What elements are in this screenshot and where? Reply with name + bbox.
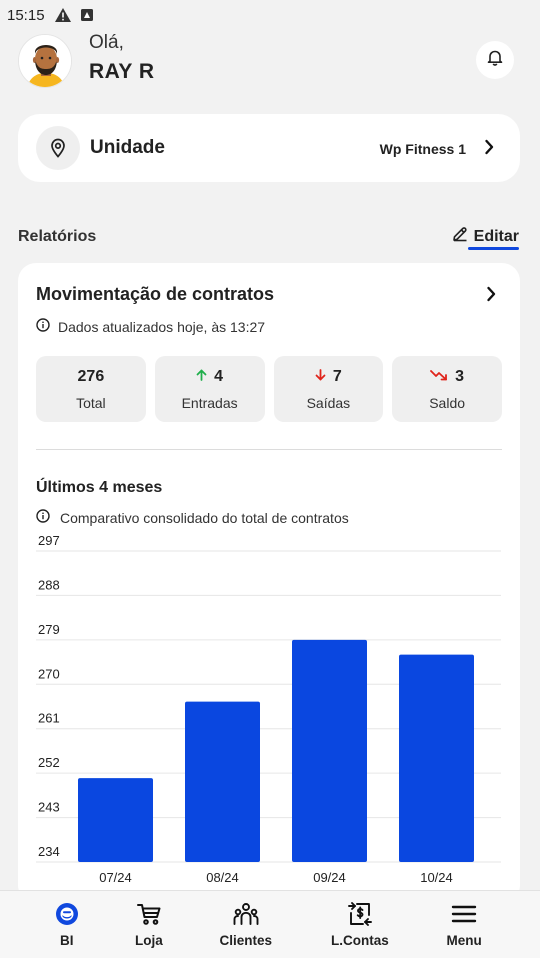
arrow-down-icon <box>315 368 326 386</box>
nav-label: Loja <box>135 933 163 948</box>
stat-label: Entradas <box>181 395 238 411</box>
status-bar: 15:15 <box>0 0 540 30</box>
stat-saldo: 3 Saldo <box>392 356 502 422</box>
info-icon <box>36 509 50 526</box>
months-info-text: Comparativo consolidado do total de cont… <box>60 509 349 526</box>
months-title: Últimos 4 meses <box>36 479 163 496</box>
nav-item-bi[interactable]: BI <box>42 891 92 958</box>
stat-value: 276 <box>77 368 105 385</box>
status-time: 15:15 <box>7 6 45 24</box>
bar-08-24[interactable] <box>185 701 260 862</box>
months-info: Comparativo consolidado do total de cont… <box>36 509 349 526</box>
nav-label: L.Contas <box>331 933 389 948</box>
stat-saidas: 7 Saídas <box>273 356 384 422</box>
x-tick-label: 09/24 <box>313 870 346 885</box>
y-tick-label: 279 <box>38 622 60 637</box>
stat-value: 4 <box>214 368 224 385</box>
arrow-up-icon <box>196 368 207 386</box>
y-tick-label: 234 <box>38 844 60 859</box>
edit-label: Editar <box>473 227 519 245</box>
warning-icon <box>54 8 71 22</box>
stat-total: 276 Total <box>36 356 146 422</box>
info-icon <box>36 318 50 335</box>
contracts-bar-chart: 234 243 252 261 270 279 288 297 07/24 08/24 09/24 1… <box>36 533 501 885</box>
notifications-button[interactable] <box>476 41 514 79</box>
nav-item-clientes[interactable]: Clientes <box>211 891 281 958</box>
y-tick-label: 297 <box>38 533 60 548</box>
menu-icon <box>449 901 479 927</box>
people-icon <box>231 901 261 927</box>
stat-value: 3 <box>455 368 465 385</box>
stat-label: Saldo <box>429 395 466 411</box>
bi-logo-icon <box>52 901 82 927</box>
username: RAY R <box>89 60 155 83</box>
divider <box>36 449 502 450</box>
chevron-right-icon <box>484 139 494 160</box>
greeting: Olá, <box>89 32 124 53</box>
x-tick-label: 07/24 <box>99 870 132 885</box>
stat-label: Saídas <box>306 395 351 411</box>
y-tick-label: 243 <box>38 800 60 815</box>
location-pin-icon <box>36 126 80 170</box>
edit-button[interactable]: Editar <box>452 226 519 247</box>
reports-title: Relatórios <box>18 228 97 245</box>
nav-label: Menu <box>446 933 482 948</box>
notification-app-icon <box>80 9 93 21</box>
bar-09-24[interactable] <box>292 639 367 862</box>
bottom-navigation: BI Loja Clientes <box>0 890 540 958</box>
bar-07-24[interactable] <box>78 778 153 862</box>
avatar[interactable] <box>18 34 72 88</box>
y-tick-label: 261 <box>38 711 60 726</box>
money-transfer-icon <box>345 901 375 927</box>
chevron-right-icon[interactable] <box>486 286 496 307</box>
x-tick-label: 10/24 <box>420 870 453 885</box>
y-tick-label: 252 <box>38 755 60 770</box>
nav-item-loja[interactable]: Loja <box>124 891 174 958</box>
stat-value: 7 <box>332 368 342 385</box>
cart-icon <box>134 901 164 927</box>
bar-10-24[interactable] <box>399 654 474 862</box>
bell-icon <box>487 49 503 71</box>
nav-label: Clientes <box>219 933 273 948</box>
pencil-icon <box>452 226 468 247</box>
y-tick-label: 288 <box>38 577 60 592</box>
info-text: Dados atualizados hoje, às 13:27 <box>58 318 266 335</box>
x-tick-label: 08/24 <box>206 870 239 885</box>
report-title[interactable]: Movimentação de contratos <box>36 284 275 304</box>
stat-entradas: 4 Entradas <box>154 356 265 422</box>
y-tick-label: 270 <box>38 666 60 681</box>
nav-label: BI <box>60 933 74 948</box>
contracts-report-card: Movimentação de contratos Dados atualiza… <box>18 263 520 903</box>
unit-value: Wp Fitness 1 <box>379 141 466 157</box>
stat-label: Total <box>76 395 106 411</box>
unit-label: Unidade <box>90 137 165 158</box>
trend-down-icon <box>430 368 448 386</box>
header: Olá, RAY R <box>18 32 518 88</box>
stats-row: 276 Total 4 Entradas 7 Saídas <box>36 356 502 422</box>
nav-item-lcontas[interactable]: L.Contas <box>325 891 395 958</box>
unit-selector[interactable]: Unidade Wp Fitness 1 <box>18 114 520 182</box>
report-update-info: Dados atualizados hoje, às 13:27 <box>36 318 265 335</box>
edit-underline <box>468 247 519 250</box>
nav-item-menu[interactable]: Menu <box>437 891 491 958</box>
